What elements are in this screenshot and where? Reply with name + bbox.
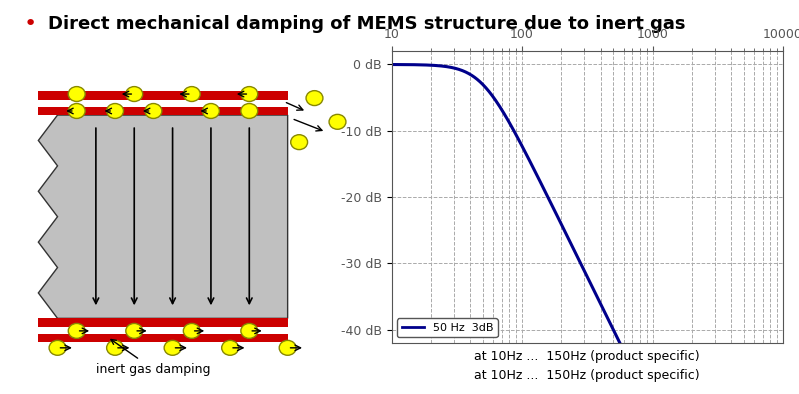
Circle shape [183,323,201,338]
Circle shape [68,104,85,119]
Bar [38,106,288,115]
Circle shape [68,323,85,338]
Circle shape [306,91,323,106]
Circle shape [291,135,308,150]
Circle shape [240,87,258,102]
Bar [38,91,288,100]
Circle shape [240,104,258,119]
Circle shape [183,87,201,102]
Circle shape [125,323,143,338]
Bar [38,334,288,342]
Circle shape [106,104,124,119]
Circle shape [221,340,239,355]
Circle shape [329,114,346,129]
Circle shape [106,340,124,355]
Circle shape [145,104,162,119]
Circle shape [49,340,66,355]
Bar [38,318,288,327]
Circle shape [164,340,181,355]
Polygon shape [38,115,288,318]
Circle shape [202,104,220,119]
Circle shape [279,340,296,355]
Text: •: • [24,14,38,33]
X-axis label: at 10Hz ...  150Hz (product specific): at 10Hz ... 150Hz (product specific) [475,350,700,363]
Text: inert gas damping: inert gas damping [96,340,210,375]
Circle shape [240,323,258,338]
Legend: 50 Hz  3dB: 50 Hz 3dB [397,318,498,337]
Text: Direct mechanical damping of MEMS structure due to inert gas: Direct mechanical damping of MEMS struct… [48,15,686,33]
Circle shape [68,87,85,102]
Circle shape [125,87,143,102]
Text: at 10Hz ...  150Hz (product specific): at 10Hz ... 150Hz (product specific) [475,369,700,382]
